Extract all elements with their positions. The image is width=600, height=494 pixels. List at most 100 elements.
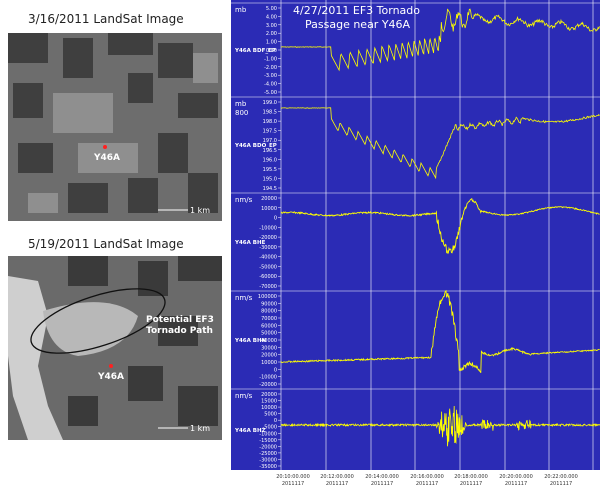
trace-bhn (280, 289, 600, 373)
tick-label: 100000 (258, 294, 277, 300)
time-label: 20:18:00.000 (454, 474, 488, 480)
panel-unit-secondary: 800 (235, 109, 248, 117)
tick-label: 15000 (261, 399, 277, 405)
trace-bhe (280, 197, 600, 255)
panel-unit: nm/s (235, 294, 253, 302)
tick-label: -70000 (259, 284, 277, 290)
date-label: 2011117 (550, 481, 572, 487)
tick-label: 1.00 (266, 40, 277, 46)
tick-label: 4.00 (266, 14, 277, 20)
panel-unit: mb (235, 6, 247, 14)
tick-label: 5000 (264, 412, 277, 418)
panel-unit: nm/s (235, 196, 253, 204)
tick-label: 30000 (261, 345, 277, 351)
tick-label: -35000 (259, 464, 277, 470)
trace-bdf (281, 8, 600, 72)
tick-label: -4.00 (264, 82, 277, 88)
channel-name: Y46A BHE (234, 240, 266, 246)
tick-label: 198.5 (263, 110, 277, 116)
date-label: 2011117 (460, 481, 482, 487)
tick-label: -60000 (259, 274, 277, 280)
annotation-line2: Tornado Path (146, 326, 213, 336)
tick-label: -30000 (259, 457, 277, 463)
tick-label: -50000 (259, 264, 277, 270)
tick-label: 20000 (261, 392, 277, 398)
tick-label: 60000 (261, 323, 277, 329)
tick-label: -1.00 (264, 56, 277, 62)
tick-label: -30000 (259, 245, 277, 251)
tick-label: 2.00 (266, 31, 277, 37)
tick-label: 196.5 (263, 148, 277, 154)
seismogram-plot: mb 5.00 4.00 3.00 2.00 1.00 0.00 -1.00 -2.00 -3.0… (231, 0, 600, 489)
tick-label: 198.0 (263, 119, 277, 125)
tick-label: -15000 (259, 438, 277, 444)
seismogram-panel: mb 5.00 4.00 3.00 2.00 1.00 0.00 -1.00 -2.00 -3.0… (231, 0, 600, 489)
date-label: 2011117 (416, 481, 438, 487)
time-label: 20:12:00.000 (320, 474, 354, 480)
tick-label: 20000 (261, 353, 277, 359)
panel-unit: mb (235, 100, 247, 108)
tick-label: 40000 (261, 338, 277, 344)
tick-label: -3.00 (264, 73, 277, 79)
tick-label: 80000 (261, 309, 277, 315)
tick-label: 194.5 (263, 186, 277, 192)
date-label: 2011117 (505, 481, 527, 487)
channel-name: Y46A BDF_EP (234, 48, 276, 54)
tick-label: 50000 (261, 331, 277, 337)
annotation-line1: Potential EF3 (146, 315, 214, 325)
station-label-2: Y46A (97, 372, 124, 382)
tick-label: 197.0 (263, 138, 277, 144)
tick-label: -5000 (262, 425, 277, 431)
channel-name: Y46A BHN (234, 338, 267, 344)
time-label: 20:16:00.000 (410, 474, 444, 480)
image1-title: 3/16/2011 LandSat Image (28, 12, 184, 26)
channel-name: Y46A BHZ (234, 428, 266, 434)
tick-label: 3.00 (266, 23, 277, 29)
trace-bdo (280, 107, 600, 180)
tick-label: -20000 (259, 382, 277, 388)
tick-label: -10000 (259, 431, 277, 437)
date-label: 2011117 (371, 481, 393, 487)
tick-label: 70000 (261, 316, 277, 322)
date-label: 2011117 (282, 481, 304, 487)
trace-bhz (280, 405, 600, 447)
panel-unit: nm/s (235, 392, 253, 400)
time-label: 20:10:00.000 (276, 474, 310, 480)
tick-label: 199.0 (263, 100, 277, 106)
tick-label: 0 (274, 367, 277, 373)
tick-label: 195.5 (263, 167, 277, 173)
seismo-title-line2: Passage near Y46A (305, 18, 411, 31)
tick-label: 0 (274, 418, 277, 424)
scale-bar-1: 1 km (190, 206, 210, 215)
tick-label: -20000 (259, 444, 277, 450)
channel-name: Y46A BDO_EP (234, 143, 277, 149)
tick-label: 90000 (261, 301, 277, 307)
scale-bar-2: 1 km (190, 424, 210, 433)
date-label: 2011117 (326, 481, 348, 487)
landsat-image-march: Y46A 1 km (8, 33, 222, 221)
tick-label: 0 (274, 216, 277, 222)
tick-label: 196.0 (263, 157, 277, 163)
tick-label: -5.00 (264, 90, 277, 96)
time-label: 20:20:00.000 (499, 474, 533, 480)
tick-label: -10000 (259, 375, 277, 381)
tick-label: 10000 (261, 405, 277, 411)
tick-label: 0.00 (266, 48, 277, 54)
station-label-1: Y46A (93, 153, 120, 163)
seismo-title-line1: 4/27/2011 EF3 Tornado (293, 4, 420, 17)
time-label: 20:22:00.000 (544, 474, 578, 480)
tick-label: -40000 (259, 255, 277, 261)
tick-label: 20000 (261, 196, 277, 202)
tick-label: -10000 (259, 225, 277, 231)
tick-label: 10000 (261, 360, 277, 366)
image2-title: 5/19/2011 LandSat Image (28, 237, 184, 251)
tick-label: 195.0 (263, 176, 277, 182)
tick-label: -25000 (259, 451, 277, 457)
tick-label: -2.00 (264, 65, 277, 71)
tick-label: -20000 (259, 235, 277, 241)
time-label: 20:14:00.000 (365, 474, 399, 480)
tick-label: 5.00 (266, 6, 277, 12)
tick-label: 197.5 (263, 129, 277, 135)
tick-label: 10000 (261, 206, 277, 212)
landsat-image-may: Y46A Potential EF3 Tornado Path 1 km (8, 256, 222, 440)
